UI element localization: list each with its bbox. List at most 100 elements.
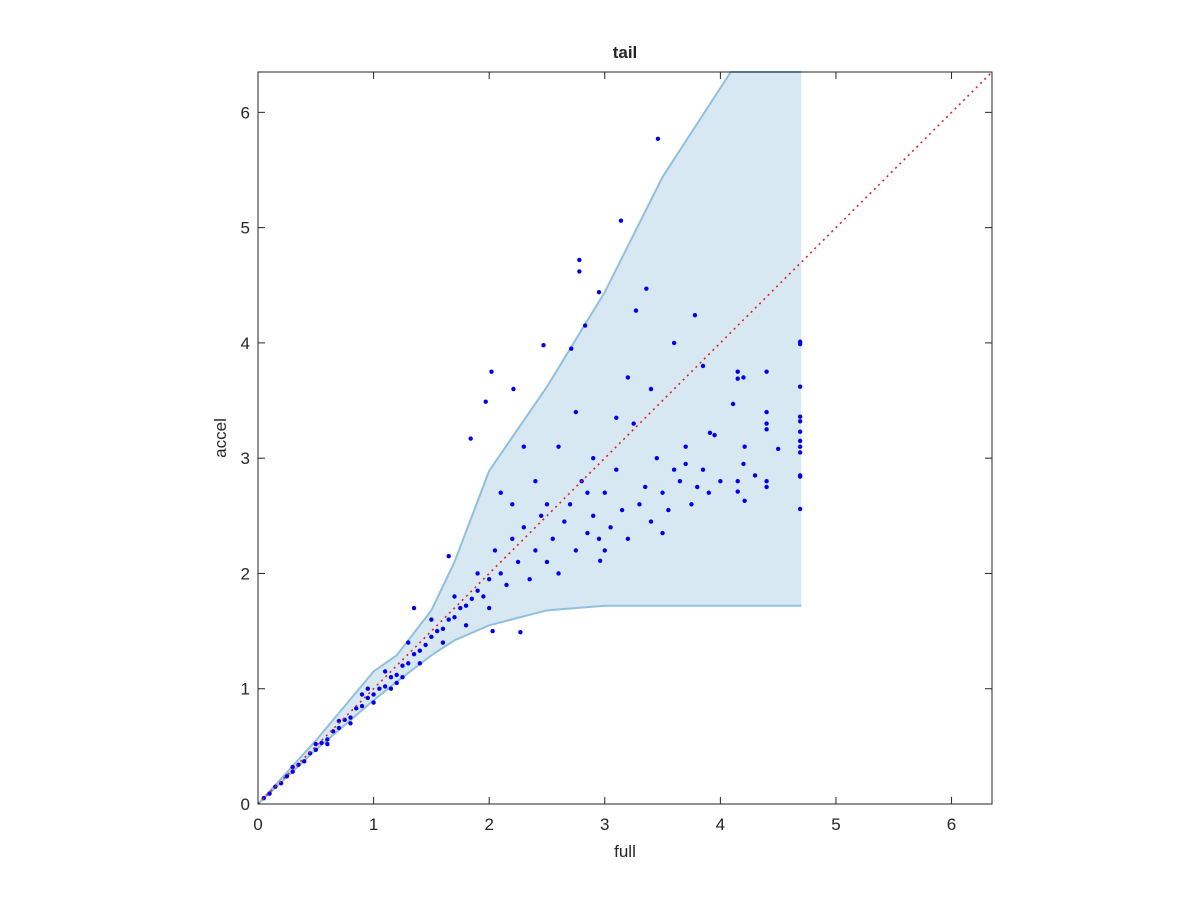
point bbox=[446, 553, 451, 559]
point bbox=[671, 467, 677, 472]
point bbox=[573, 409, 579, 415]
point bbox=[452, 615, 457, 620]
point bbox=[463, 603, 469, 608]
y-tick-label: 6 bbox=[241, 103, 250, 122]
point bbox=[683, 461, 688, 467]
point bbox=[797, 444, 803, 449]
point bbox=[296, 762, 301, 768]
point bbox=[637, 502, 642, 507]
point bbox=[797, 450, 803, 455]
point bbox=[707, 430, 713, 436]
point bbox=[671, 340, 677, 346]
point bbox=[394, 680, 399, 686]
point bbox=[538, 513, 544, 519]
point bbox=[797, 429, 803, 434]
point bbox=[510, 502, 515, 507]
point bbox=[504, 582, 509, 588]
point bbox=[382, 684, 388, 689]
point bbox=[440, 640, 446, 645]
point bbox=[550, 536, 555, 542]
point bbox=[423, 642, 428, 648]
point bbox=[619, 507, 625, 513]
point bbox=[475, 571, 480, 576]
point bbox=[614, 415, 619, 421]
point bbox=[695, 484, 700, 490]
point bbox=[394, 672, 399, 678]
point bbox=[591, 455, 596, 461]
point bbox=[797, 384, 803, 389]
x-tick-label: 4 bbox=[716, 815, 725, 834]
point bbox=[797, 438, 803, 444]
point bbox=[585, 490, 590, 495]
point bbox=[371, 700, 376, 705]
band-upper-line bbox=[257, 71, 802, 805]
point bbox=[490, 628, 495, 634]
point bbox=[596, 289, 602, 295]
point bbox=[313, 747, 318, 753]
x-tick-label: 6 bbox=[947, 815, 956, 834]
x-tick-label: 2 bbox=[484, 815, 493, 834]
axes-box bbox=[257, 71, 993, 805]
point bbox=[631, 421, 636, 426]
point bbox=[700, 467, 706, 472]
point bbox=[481, 594, 486, 599]
point bbox=[596, 536, 602, 542]
point bbox=[591, 513, 596, 519]
point bbox=[348, 721, 353, 726]
point bbox=[735, 369, 740, 374]
y-tick-label: 2 bbox=[241, 564, 250, 583]
point bbox=[655, 136, 661, 142]
point bbox=[764, 421, 769, 426]
point bbox=[463, 623, 469, 628]
point bbox=[544, 559, 550, 565]
point bbox=[319, 740, 324, 746]
band-area bbox=[258, 72, 802, 804]
x-tick-label: 0 bbox=[253, 815, 262, 834]
y-tick-label: 0 bbox=[241, 795, 250, 814]
point bbox=[648, 519, 654, 524]
point bbox=[336, 725, 342, 731]
point bbox=[577, 257, 582, 263]
point bbox=[608, 525, 613, 530]
point bbox=[400, 663, 405, 668]
point bbox=[752, 473, 758, 478]
point bbox=[498, 571, 503, 576]
point bbox=[556, 444, 561, 449]
point bbox=[302, 759, 307, 764]
point bbox=[406, 640, 411, 645]
point bbox=[533, 548, 538, 553]
point bbox=[582, 323, 588, 328]
point bbox=[541, 343, 546, 348]
point bbox=[677, 479, 683, 484]
point bbox=[468, 436, 473, 441]
band-lower-line bbox=[257, 604, 802, 805]
point bbox=[660, 530, 665, 536]
x-tick-label: 5 bbox=[831, 815, 840, 834]
point bbox=[527, 577, 532, 582]
point bbox=[797, 474, 803, 479]
point bbox=[330, 729, 336, 734]
point bbox=[411, 651, 417, 657]
point bbox=[354, 706, 359, 711]
point bbox=[475, 588, 480, 593]
point bbox=[577, 269, 582, 274]
point bbox=[452, 594, 457, 599]
x-axis-label: full bbox=[614, 842, 636, 861]
point bbox=[521, 525, 527, 530]
point bbox=[469, 596, 475, 602]
point bbox=[533, 479, 538, 484]
point bbox=[521, 444, 527, 449]
point bbox=[741, 375, 746, 380]
point bbox=[797, 419, 803, 424]
point bbox=[562, 519, 567, 524]
point bbox=[492, 548, 498, 553]
point bbox=[775, 446, 781, 452]
point bbox=[382, 669, 388, 674]
point bbox=[689, 502, 694, 507]
point bbox=[417, 648, 423, 653]
point bbox=[556, 571, 561, 576]
point bbox=[625, 375, 631, 380]
point bbox=[764, 479, 769, 484]
